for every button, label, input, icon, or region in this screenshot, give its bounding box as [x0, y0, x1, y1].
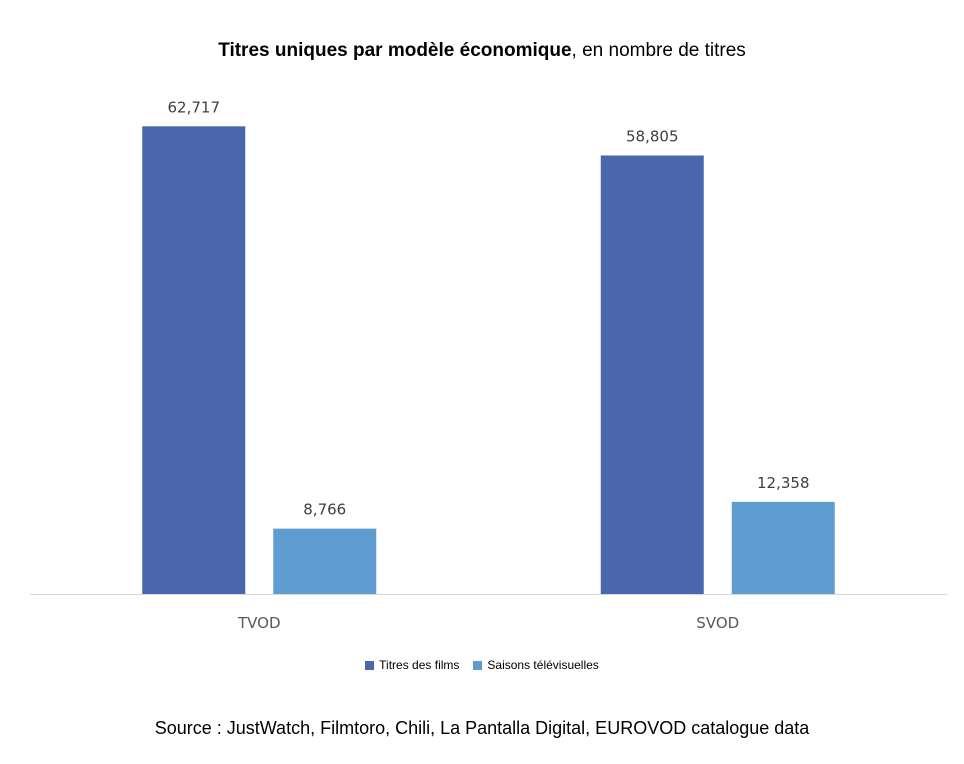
- legend-item-films: Titres des films: [365, 658, 459, 672]
- category-label-svod: SVOD: [696, 614, 739, 632]
- source-note: Source : JustWatch, Filmtoro, Chili, La …: [154, 718, 810, 738]
- data-label-tvod-series-0: 62,717: [168, 98, 221, 116]
- bars-layer: [142, 126, 835, 595]
- legend-label-saisons: Saisons télévisuelles: [487, 658, 599, 672]
- chart-title-bold: Titres uniques par modèle économique: [218, 40, 572, 61]
- legend-label-films: Titres des films: [379, 658, 460, 672]
- category-label-tvod: TVOD: [237, 614, 281, 632]
- data-label-tvod-series-1: 8,766: [303, 501, 346, 519]
- data-label-svod-series-1: 12,358: [757, 474, 810, 492]
- bar-svod-series-0: [600, 155, 704, 594]
- labels-layer: 62,717 8,766 TVOD 58,805 12,358 SVOD: [168, 98, 810, 632]
- bar-tvod-series-1: [273, 528, 377, 594]
- chart-subtitle: , en nombre de titres: [571, 40, 746, 61]
- chart-title: Titres uniques par modèle économique, en…: [0, 40, 964, 62]
- legend-swatch-saisons: [473, 660, 483, 670]
- legend-swatch-films: [365, 660, 375, 670]
- bar-tvod-series-0: [142, 126, 246, 595]
- legend: Titres des films Saisons télévisuelles: [0, 658, 964, 672]
- bar-svod-series-1: [731, 501, 835, 594]
- data-label-svod-series-0: 58,805: [626, 127, 679, 145]
- legend-item-saisons: Saisons télévisuelles: [473, 658, 599, 672]
